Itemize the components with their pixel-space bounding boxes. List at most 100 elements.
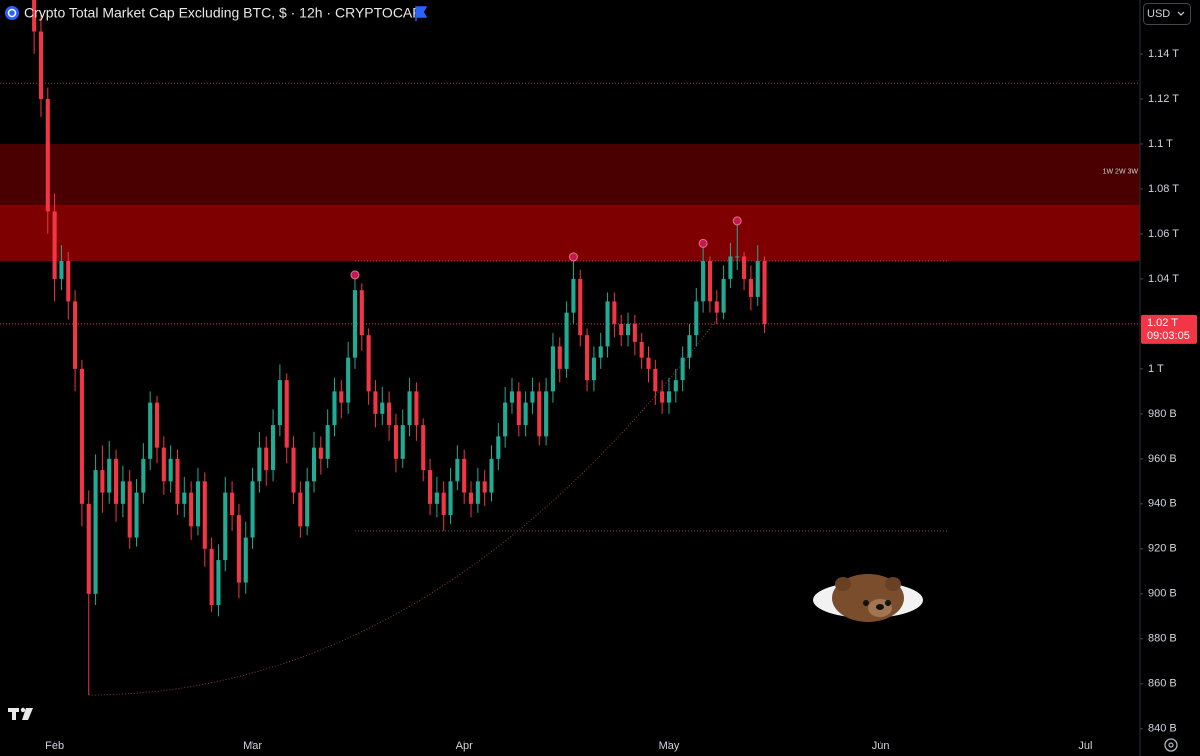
candle-body xyxy=(462,458,467,493)
candle-body xyxy=(400,425,405,459)
candle-body xyxy=(605,301,610,347)
candle-body xyxy=(209,548,214,606)
candle-body xyxy=(468,492,474,504)
symbol-icon xyxy=(5,6,19,20)
candle-body xyxy=(195,481,201,527)
y-tick-label: 1.06 T xyxy=(1148,228,1179,240)
candle-body xyxy=(230,492,235,516)
candle-body xyxy=(598,346,603,358)
candle-body xyxy=(646,357,651,369)
candle-body xyxy=(482,481,487,493)
x-tick-label: Feb xyxy=(45,740,64,752)
candle-body xyxy=(557,346,562,369)
candle-body xyxy=(735,256,740,258)
candle-body xyxy=(45,98,50,212)
candle-body xyxy=(660,391,665,403)
candle-body xyxy=(619,323,624,336)
candle-body xyxy=(591,357,596,381)
candle-body xyxy=(762,260,767,324)
candle-body xyxy=(73,301,78,369)
candle-body xyxy=(455,458,460,482)
candle-body xyxy=(134,492,139,538)
candle-body xyxy=(537,391,542,437)
resistance-zone xyxy=(0,143,1140,205)
candle-body xyxy=(100,470,105,493)
y-tick-label: 880 B xyxy=(1148,633,1177,645)
candle-body xyxy=(59,260,64,279)
y-tick-label: 1.14 T xyxy=(1148,48,1179,60)
candle-body xyxy=(448,481,453,516)
candle-body xyxy=(421,425,426,471)
candle-body xyxy=(175,458,180,504)
x-tick-label: Mar xyxy=(243,740,262,752)
candle-body xyxy=(393,425,398,459)
trendline xyxy=(88,319,718,696)
candle-body xyxy=(414,391,419,426)
candle-body xyxy=(141,458,146,493)
candle-body xyxy=(496,436,501,459)
candle-body xyxy=(32,0,37,32)
x-tick-label: May xyxy=(659,740,680,752)
symbol-icon-mark xyxy=(7,8,17,18)
candle-body xyxy=(107,458,112,493)
currency-label[interactable]: USD xyxy=(1147,8,1170,20)
candle-body xyxy=(236,515,241,583)
candle-body xyxy=(544,391,549,437)
candle-body xyxy=(223,492,228,561)
candle-body xyxy=(168,458,173,482)
candle-body xyxy=(298,492,303,527)
tv-logo[interactable] xyxy=(8,707,33,720)
candle-body xyxy=(359,290,364,336)
candle-body xyxy=(86,503,91,594)
y-tick-label: 920 B xyxy=(1148,543,1177,555)
candle-body xyxy=(434,492,439,504)
candle-body xyxy=(284,380,289,448)
candle-body xyxy=(441,492,446,516)
candle-body xyxy=(161,447,166,482)
candle-body xyxy=(530,391,535,403)
candle-body xyxy=(701,260,706,302)
y-tick-label: 960 B xyxy=(1148,453,1177,465)
candle-body xyxy=(509,391,515,403)
candle-body xyxy=(52,211,57,279)
y-tick-label: 860 B xyxy=(1148,678,1177,690)
candle-body xyxy=(523,402,528,426)
y-tick-label: 900 B xyxy=(1148,588,1177,600)
candle-body xyxy=(564,312,569,369)
candle-body xyxy=(387,402,392,426)
candle-body xyxy=(189,492,194,527)
candle-body xyxy=(666,391,672,403)
candle-body xyxy=(755,260,760,297)
settings-icon[interactable] xyxy=(1164,738,1178,752)
candle-body xyxy=(202,481,207,549)
candle-body xyxy=(277,380,282,426)
currency-button[interactable] xyxy=(1143,3,1191,25)
y-tick-label: 940 B xyxy=(1148,498,1177,510)
candle-body xyxy=(66,260,71,302)
candle-body xyxy=(571,278,576,313)
candle-body xyxy=(407,391,412,426)
candle-body xyxy=(721,278,726,313)
y-tick-label: 1.08 T xyxy=(1148,183,1179,195)
candle-body xyxy=(311,447,317,482)
candle-body xyxy=(578,278,583,336)
candle-body xyxy=(612,301,617,324)
levels xyxy=(0,82,1140,696)
pivot-high-marker xyxy=(350,270,360,280)
pivot-high-marker xyxy=(698,238,708,248)
flag-icon[interactable] xyxy=(415,6,428,21)
candle-body xyxy=(380,402,385,414)
x-tick-label: Jun xyxy=(872,740,890,752)
candle-body xyxy=(154,402,160,448)
candle-body xyxy=(366,335,371,392)
pivot-high-marker xyxy=(568,252,578,262)
candle-body xyxy=(687,335,692,358)
candle-body xyxy=(339,391,344,403)
candle-body xyxy=(707,260,712,302)
y-tick-label: 1.12 T xyxy=(1148,93,1179,105)
candle-body xyxy=(93,470,98,594)
candle-body xyxy=(250,481,255,538)
